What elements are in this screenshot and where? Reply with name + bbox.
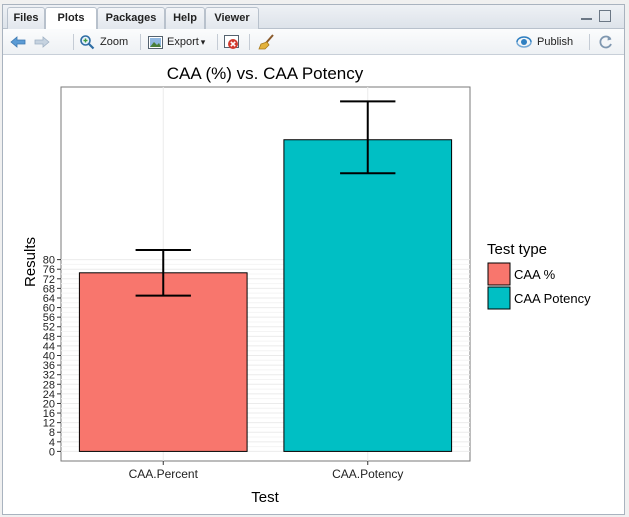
y-tick-label: 76: [43, 264, 55, 276]
tab-packages[interactable]: Packages: [97, 7, 165, 29]
arrow-right-icon: [34, 36, 50, 48]
clear-plots-button[interactable]: [258, 33, 276, 51]
legend-title: Test type: [487, 241, 547, 258]
y-tick-label: 8: [49, 427, 55, 439]
y-tick-label: 52: [43, 322, 55, 334]
y-tick-label: 24: [43, 389, 55, 401]
plot-title: CAA (%) vs. CAA Potency: [167, 64, 364, 83]
y-tick-label: 28: [43, 379, 55, 391]
pane-tab-bar: Files Plots Packages Help Viewer: [3, 5, 624, 30]
y-tick-label: 60: [43, 303, 55, 315]
y-tick-label: 32: [43, 370, 55, 382]
y-tick-label: 12: [43, 418, 55, 430]
export-label: Export: [167, 36, 199, 48]
y-tick-label: 16: [43, 408, 55, 420]
y-tick-label: 4: [49, 437, 55, 449]
remove-plot-icon: [224, 34, 239, 49]
y-tick-label: 64: [43, 293, 55, 305]
y-tick-label: 40: [43, 351, 55, 363]
y-tick-label: 0: [49, 446, 55, 458]
tab-plots[interactable]: Plots: [45, 7, 97, 30]
refresh-button[interactable]: [598, 33, 614, 51]
x-tick-label: CAA.Potency: [332, 467, 403, 481]
tab-viewer[interactable]: Viewer: [205, 7, 259, 29]
y-tick-label: 48: [43, 331, 55, 343]
remove-plot-button[interactable]: [224, 33, 241, 51]
plot-canvas: CAA (%) vs. CAA Potency 0481216202428323…: [3, 55, 624, 514]
forward-button[interactable]: [33, 33, 51, 51]
magnifier-icon: [80, 35, 95, 50]
plots-pane: Files Plots Packages Help Viewer Zo: [2, 4, 625, 515]
error-bar-2: [340, 100, 396, 175]
legend-key-1: [487, 262, 511, 286]
legend-label-1: CAA %: [514, 267, 556, 282]
back-button[interactable]: [9, 33, 27, 51]
x-axis-label: Test: [251, 489, 279, 506]
zoom-button[interactable]: Zoom: [79, 33, 128, 51]
maximize-pane-icon[interactable]: [599, 10, 611, 22]
zoom-label: Zoom: [100, 36, 129, 48]
tab-help[interactable]: Help: [165, 7, 205, 29]
plots-toolbar: Zoom Export ▾: [3, 29, 624, 55]
y-tick-label: 36: [43, 360, 55, 372]
y-tick-label: 68: [43, 283, 55, 295]
publish-label: Publish: [537, 36, 574, 48]
error-bars: [135, 100, 396, 297]
export-button[interactable]: Export ▾: [148, 33, 205, 51]
y-axis-label: Results: [22, 237, 39, 287]
tab-files[interactable]: Files: [7, 7, 45, 29]
legend-key-2: [487, 286, 511, 310]
broom-icon: [258, 34, 274, 50]
y-tick-label: 72: [43, 274, 55, 286]
arrow-left-icon: [10, 36, 26, 48]
chevron-down-icon: ▾: [200, 36, 206, 47]
y-tick-label: 20: [43, 398, 55, 410]
y-tick-label: 80: [43, 255, 55, 267]
y-tick-label: 56: [43, 312, 55, 324]
y-tick-label: 44: [43, 341, 55, 353]
publish-icon: [516, 36, 532, 48]
bar-caa-potency: [283, 139, 453, 452]
x-axis-ticks: CAA.Percent CAA.Potency: [129, 461, 403, 481]
refresh-icon: [599, 35, 612, 49]
legend-label-2: CAA Potency: [514, 291, 591, 306]
publish-button[interactable]: Publish: [515, 33, 573, 51]
bar-caa-percent: [78, 272, 248, 452]
minimize-pane-icon[interactable]: [581, 11, 592, 20]
x-tick-label: CAA.Percent: [129, 467, 199, 481]
error-bar-1: [135, 249, 191, 297]
legend: Test type CAA % CAA Potency: [487, 241, 591, 310]
image-icon: [148, 35, 163, 49]
